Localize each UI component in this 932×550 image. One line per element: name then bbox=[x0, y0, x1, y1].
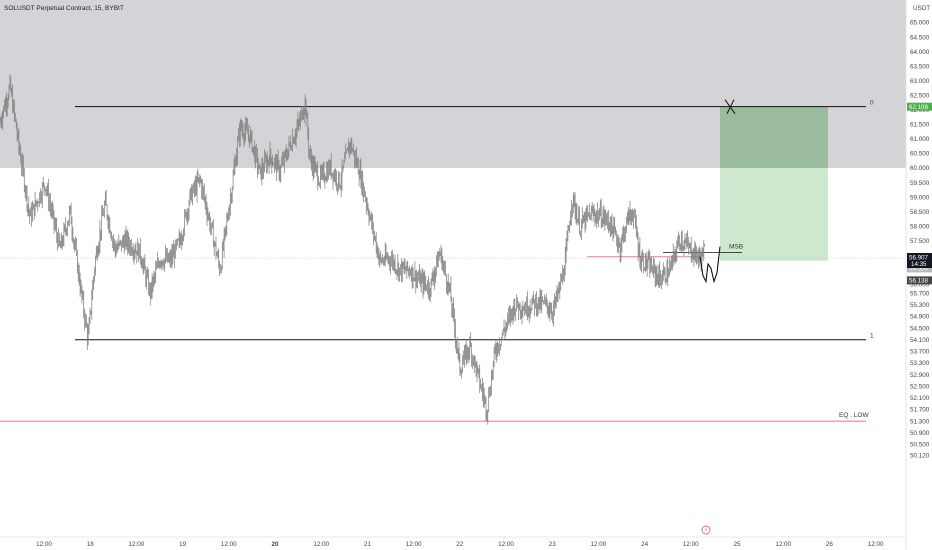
level-1-label: 1 bbox=[870, 333, 874, 340]
price-tag-label: 56.138 bbox=[909, 278, 928, 285]
price-tick: 59.000 bbox=[910, 194, 930, 201]
price-tick: 52.500 bbox=[910, 383, 930, 390]
time-tick: 12:00 bbox=[313, 541, 329, 548]
price-tick: 52.900 bbox=[910, 372, 930, 379]
price-tick: 65.000 bbox=[910, 20, 930, 27]
svg-text:⚡: ⚡ bbox=[704, 527, 708, 534]
price-axis-ticks: 65.00064.50064.00063.50063.00062.50062.0… bbox=[910, 20, 930, 460]
price-axis[interactable] bbox=[906, 0, 932, 550]
level-0-label: 0 bbox=[870, 100, 874, 107]
time-axis-ticks[interactable]: 12:00 18 12:00 19 12:00 20 12:00 21 12:00 22 12:00… bbox=[36, 541, 884, 548]
price-tag-bg bbox=[907, 102, 932, 111]
time-tick: 12:00 bbox=[406, 541, 422, 548]
projected-path-drawing bbox=[699, 246, 721, 284]
current-price-value: 56.907 bbox=[909, 255, 928, 262]
price-tick: 62.500 bbox=[910, 93, 930, 100]
price-series bbox=[0, 74, 706, 425]
time-tick: 12:00 bbox=[591, 541, 607, 548]
time-tick: 18 bbox=[87, 541, 95, 548]
time-tick: 21 bbox=[364, 541, 372, 548]
price-tick: 64.000 bbox=[910, 49, 930, 56]
time-tick: 26 bbox=[826, 541, 834, 548]
target-x-mark bbox=[724, 99, 736, 114]
chart-title: SOLUSDT Perpetual Contract, 15, BYBIT bbox=[4, 5, 124, 12]
price-tick: 58.000 bbox=[910, 223, 930, 230]
price-tick: 63.500 bbox=[910, 63, 930, 70]
price-tick: 55.700 bbox=[910, 290, 930, 297]
price-tick: 56.000 bbox=[910, 282, 930, 289]
eq-low-label: EQ . LOW bbox=[839, 412, 869, 419]
price-tick: 53.700 bbox=[910, 349, 930, 356]
price-tag-bg bbox=[907, 264, 932, 273]
price-tag-label: 62.108 bbox=[909, 104, 928, 111]
price-tick: 60.500 bbox=[910, 151, 930, 158]
price-tag-label: 56.500 bbox=[909, 266, 928, 273]
price-tick: 54.900 bbox=[910, 314, 930, 321]
current-price-tag: 56.907 14:35 bbox=[907, 253, 932, 269]
price-tick: 64.500 bbox=[910, 34, 930, 41]
time-tick: 12:00 bbox=[683, 541, 699, 548]
time-tick: 25 bbox=[733, 541, 741, 548]
price-tick: 59.500 bbox=[910, 180, 930, 187]
target-zone-filled bbox=[720, 106, 828, 168]
price-tick: 52.100 bbox=[910, 395, 930, 402]
price-tick: 61.500 bbox=[910, 122, 930, 129]
time-tick: 19 bbox=[179, 541, 187, 548]
time-tick: 12:00 bbox=[129, 541, 145, 548]
replay-icon[interactable]: ⚡ bbox=[701, 525, 711, 535]
price-tick: 54.100 bbox=[910, 337, 930, 344]
time-tick: 12:00 bbox=[868, 541, 884, 548]
price-candles bbox=[0, 74, 706, 425]
time-tick: 24 bbox=[641, 541, 649, 548]
currency-label: USDT bbox=[913, 5, 930, 12]
price-tag-bg bbox=[907, 276, 932, 285]
price-tick: 54.500 bbox=[910, 325, 930, 332]
time-tick: 12:00 bbox=[498, 541, 514, 548]
price-tick: 58.500 bbox=[910, 209, 930, 216]
price-tick: 51.300 bbox=[910, 418, 930, 425]
price-tick: 50.500 bbox=[910, 442, 930, 449]
price-tick: 53.300 bbox=[910, 360, 930, 367]
target-zone bbox=[720, 106, 828, 261]
price-tick: 50.120 bbox=[910, 453, 930, 460]
time-tick: 12:00 bbox=[221, 541, 237, 548]
price-tick: 60.000 bbox=[910, 165, 930, 172]
time-tick: 22 bbox=[456, 541, 464, 548]
price-tick: 63.000 bbox=[910, 78, 930, 85]
msb-label: MSB bbox=[729, 243, 743, 250]
time-tick: 23 bbox=[549, 541, 557, 548]
price-tick: 55.300 bbox=[910, 302, 930, 309]
time-tick: 12:00 bbox=[775, 541, 791, 548]
price-tick: 61.000 bbox=[910, 136, 930, 143]
candle-countdown: 14:35 bbox=[911, 261, 927, 268]
time-tick: 12:00 bbox=[36, 541, 52, 548]
price-tick: 51.700 bbox=[910, 407, 930, 414]
price-tick: 57.500 bbox=[910, 238, 930, 245]
price-tick: 50.900 bbox=[910, 430, 930, 437]
time-tick: 20 bbox=[271, 541, 279, 548]
